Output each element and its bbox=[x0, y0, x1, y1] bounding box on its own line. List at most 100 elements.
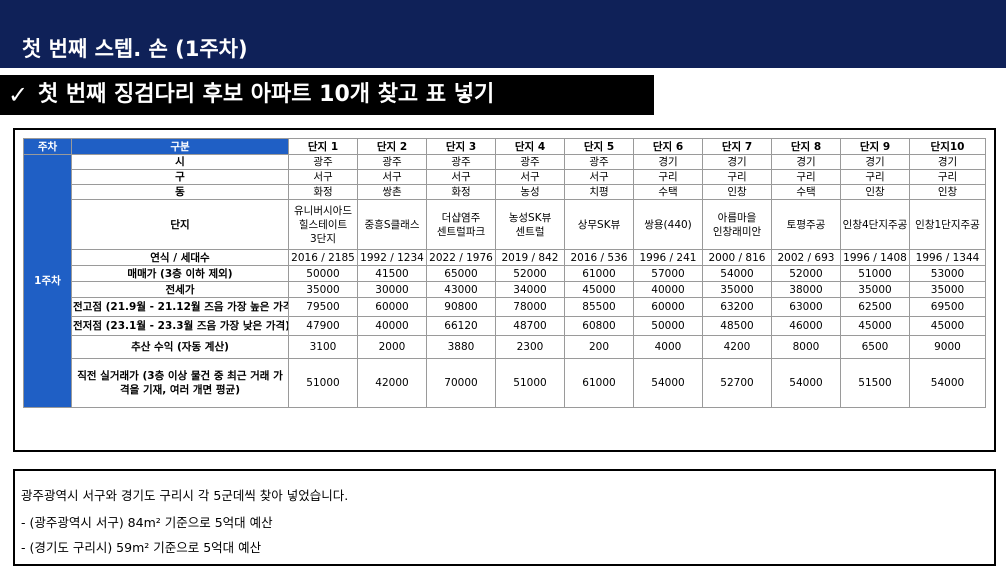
table-cell: 구리 bbox=[909, 169, 986, 185]
table-cell: 40000 bbox=[357, 316, 427, 336]
table-cell: 57000 bbox=[633, 265, 703, 282]
table-cell: 서구 bbox=[564, 169, 634, 185]
table-cell: 더샵염주 센트럴파크 bbox=[426, 199, 496, 250]
table-cell: 구리 bbox=[633, 169, 703, 185]
table-cell: 52700 bbox=[702, 358, 772, 408]
table-cell: 경기 bbox=[633, 154, 703, 170]
table-cell: 54000 bbox=[633, 358, 703, 408]
table-cell: 2016 / 2185 bbox=[288, 249, 358, 266]
table-cell: 광주 bbox=[426, 154, 496, 170]
table-cell: 서구 bbox=[357, 169, 427, 185]
table-cell: 수택 bbox=[771, 184, 841, 200]
table-cell: 45000 bbox=[909, 316, 986, 336]
table-cell: 42000 bbox=[357, 358, 427, 408]
table-cell: 45000 bbox=[840, 316, 910, 336]
table-cell: 2000 bbox=[357, 335, 427, 359]
row-label: 추산 수익 (자동 계산) bbox=[71, 335, 289, 359]
table-cell: 51000 bbox=[840, 265, 910, 282]
table-cell: 4000 bbox=[633, 335, 703, 359]
table-cell: 광주 bbox=[288, 154, 358, 170]
note-line: - (광주광역시 서구) 84m² 기준으로 5억대 예산 bbox=[21, 515, 273, 530]
table-cell: 45000 bbox=[564, 281, 634, 298]
table-cell: 90800 bbox=[426, 297, 496, 317]
table-cell: 48700 bbox=[495, 316, 565, 336]
table-cell: 63200 bbox=[702, 297, 772, 317]
table-cell: 52000 bbox=[771, 265, 841, 282]
table-cell: 서구 bbox=[495, 169, 565, 185]
week-cell: 1주차 bbox=[23, 154, 72, 408]
table-row: 추산 수익 (자동 계산) 3100 2000 3880 2300 200 4000 4200… bbox=[24, 335, 986, 359]
row-label: 전고점 (21.9월 - 21.12월 즈음 가장 높은 가격) bbox=[71, 297, 289, 317]
table-cell: 인창 bbox=[702, 184, 772, 200]
table-cell: 51000 bbox=[288, 358, 358, 408]
table-cell: 35000 bbox=[702, 281, 772, 298]
table-cell: 61000 bbox=[564, 358, 634, 408]
table-cell: 서구 bbox=[426, 169, 496, 185]
table-row: 단지 유니버시아드 힐스테이트 3단지 중흥S클래스 더샵염주 센트럴파크 농성SK뷰 … bbox=[24, 199, 986, 250]
header-complex: 단지 4 bbox=[495, 138, 565, 155]
header-complex: 단지 7 bbox=[702, 138, 772, 155]
table-cell: 3100 bbox=[288, 335, 358, 359]
table-cell: 광주 bbox=[564, 154, 634, 170]
table-cell: 2300 bbox=[495, 335, 565, 359]
header-complex: 단지 6 bbox=[633, 138, 703, 155]
row-label: 시 bbox=[71, 154, 289, 170]
table-cell: 34000 bbox=[495, 281, 565, 298]
table-cell: 40000 bbox=[633, 281, 703, 298]
table-cell: 경기 bbox=[702, 154, 772, 170]
section-bar: ✓ 첫 번째 징검다리 후보 아파트 10개 찾고 표 넣기 bbox=[0, 75, 654, 115]
table-cell: 중흥S클래스 bbox=[357, 199, 427, 250]
table-cell: 인창1단지주공 bbox=[909, 199, 986, 250]
table-cell: 1992 / 1234 bbox=[357, 249, 427, 266]
table-cell: 3880 bbox=[426, 335, 496, 359]
table-cell: 47900 bbox=[288, 316, 358, 336]
table-cell: 38000 bbox=[771, 281, 841, 298]
table-cell: 유니버시아드 힐스테이트 3단지 bbox=[288, 199, 358, 250]
table-cell: 2000 / 816 bbox=[702, 249, 772, 266]
table-cell: 경기 bbox=[909, 154, 986, 170]
table-cell: 48500 bbox=[702, 316, 772, 336]
table-cell: 30000 bbox=[357, 281, 427, 298]
table-row: 동 화정 쌍촌 화정 농성 치평 수택 인창 수택 인창 인창 bbox=[24, 184, 986, 200]
table-cell: 토평주공 bbox=[771, 199, 841, 250]
table-cell: 35000 bbox=[288, 281, 358, 298]
table-cell: 2002 / 693 bbox=[771, 249, 841, 266]
row-label: 동 bbox=[71, 184, 289, 200]
table-cell: 35000 bbox=[840, 281, 910, 298]
table-cell: 63000 bbox=[771, 297, 841, 317]
table-cell: 50000 bbox=[633, 316, 703, 336]
table-row: 전세가 35000 30000 43000 34000 45000 40000 35000 38… bbox=[24, 281, 986, 298]
table-cell: 60000 bbox=[633, 297, 703, 317]
table-cell: 아름마을 인창래미안 bbox=[702, 199, 772, 250]
table-cell: 35000 bbox=[909, 281, 986, 298]
table-cell: 화정 bbox=[426, 184, 496, 200]
table-cell: 1996 / 1344 bbox=[909, 249, 986, 266]
page-header: 첫 번째 스텝. 손 (1주차) bbox=[0, 0, 1006, 68]
table-cell: 9000 bbox=[909, 335, 986, 359]
table-cell: 79500 bbox=[288, 297, 358, 317]
table-cell: 54000 bbox=[771, 358, 841, 408]
header-complex: 단지10 bbox=[909, 138, 986, 155]
table-cell: 농성 bbox=[495, 184, 565, 200]
table-cell: 70000 bbox=[426, 358, 496, 408]
table-cell: 경기 bbox=[771, 154, 841, 170]
row-label: 직전 실거래가 (3층 이상 물건 중 최근 거래 가격을 기재, 여러 개면 … bbox=[71, 358, 289, 408]
header-complex: 단지 9 bbox=[840, 138, 910, 155]
apartment-table-frame: 주차 구분 단지 1 단지 2 단지 3 단지 4 단지 5 단지 6 단지 7… bbox=[13, 128, 996, 452]
table-cell: 광주 bbox=[357, 154, 427, 170]
table-cell: 쌍촌 bbox=[357, 184, 427, 200]
row-label: 전저점 (23.1월 - 23.3월 즈음 가장 낮은 가격) bbox=[71, 316, 289, 336]
table-cell: 쌍용(440) bbox=[633, 199, 703, 250]
table-header-row: 주차 구분 단지 1 단지 2 단지 3 단지 4 단지 5 단지 6 단지 7… bbox=[23, 138, 986, 155]
table-row: 구 서구 서구 서구 서구 서구 구리 구리 구리 구리 구리 bbox=[24, 169, 986, 185]
table-cell: 치평 bbox=[564, 184, 634, 200]
table-cell: 66120 bbox=[426, 316, 496, 336]
table-cell: 200 bbox=[564, 335, 634, 359]
table-cell: 50000 bbox=[288, 265, 358, 282]
table-cell: 인창 bbox=[840, 184, 910, 200]
note-line: - (경기도 구리시) 59m² 기준으로 5억대 예산 bbox=[21, 540, 262, 555]
table-cell: 46000 bbox=[771, 316, 841, 336]
table-cell: 화정 bbox=[288, 184, 358, 200]
row-label: 연식 / 세대수 bbox=[71, 249, 289, 266]
table-cell: 상무SK뷰 bbox=[564, 199, 634, 250]
